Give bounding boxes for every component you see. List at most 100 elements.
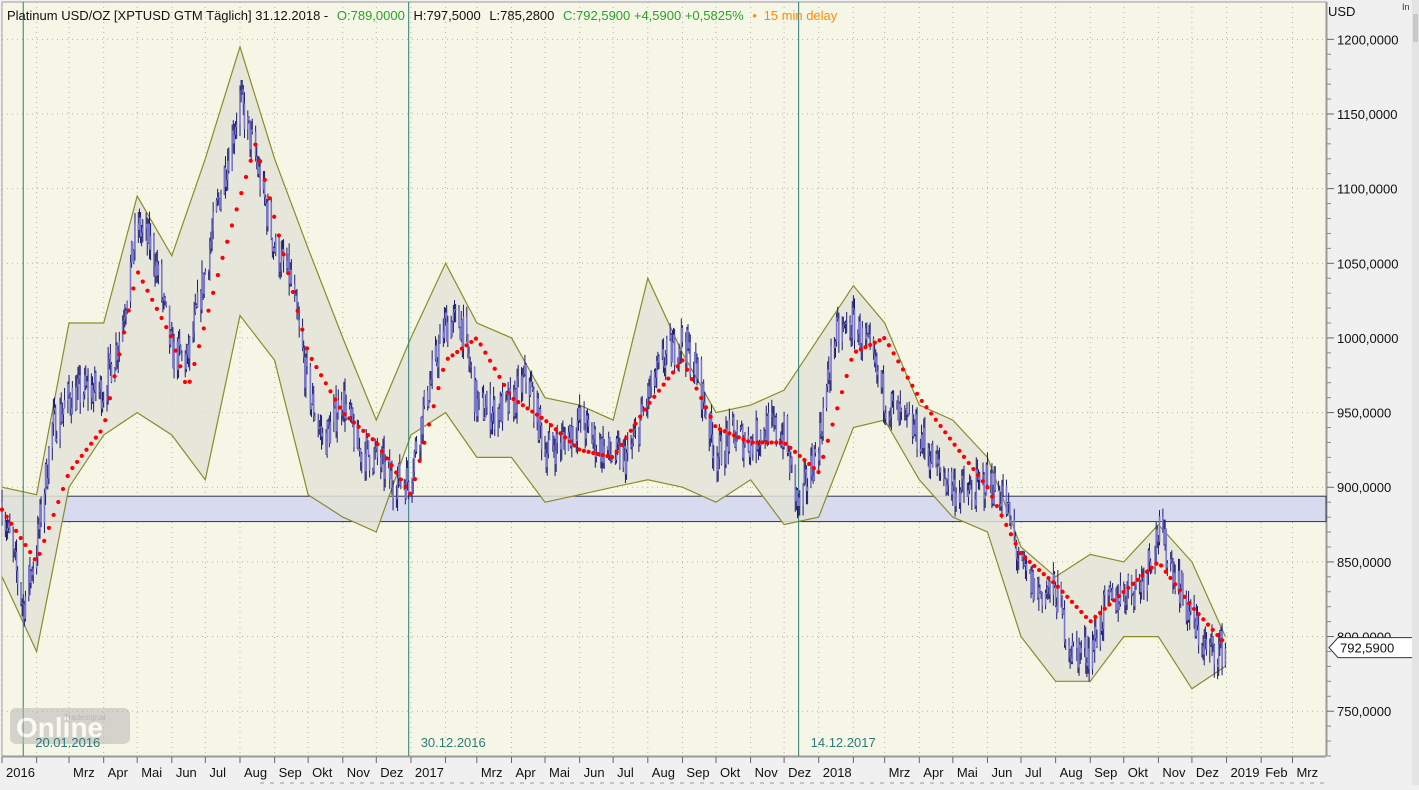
candle-body bbox=[278, 237, 280, 272]
candle-body bbox=[344, 390, 346, 419]
parabolic-sar bbox=[0, 142, 1225, 643]
candle-body bbox=[976, 469, 979, 476]
candle-body bbox=[79, 375, 82, 403]
candle-body bbox=[83, 375, 86, 395]
sar-dot bbox=[905, 375, 910, 380]
candle-body bbox=[853, 309, 856, 341]
candle-body bbox=[321, 432, 324, 437]
sar-dot bbox=[436, 385, 441, 391]
candle-body bbox=[1108, 587, 1111, 596]
candle-body bbox=[759, 430, 762, 446]
candle-body bbox=[1044, 592, 1047, 606]
sar-dot bbox=[295, 308, 300, 313]
candle-body bbox=[290, 269, 293, 284]
candle-body bbox=[559, 442, 562, 450]
candle-body bbox=[611, 457, 613, 461]
candle-body bbox=[1005, 485, 1008, 515]
candle-body bbox=[1030, 570, 1032, 593]
candle-body bbox=[888, 418, 890, 420]
candle-body bbox=[851, 307, 854, 338]
sar-dot bbox=[591, 450, 596, 456]
x-axis-labels: 2016 Mrz Apr Mai Jun Jul Aug Sep Okt Nov Dez 2017 Mr… bbox=[1, 757, 1324, 784]
candle-body bbox=[861, 327, 864, 350]
candle-body bbox=[188, 337, 191, 359]
candle-body bbox=[859, 321, 861, 350]
candle-body bbox=[217, 197, 220, 199]
candle-body bbox=[160, 264, 163, 301]
logo-brand: Tradesignal bbox=[64, 713, 106, 722]
candle-body bbox=[319, 426, 322, 428]
candle-body bbox=[586, 415, 589, 420]
candle-body bbox=[821, 434, 823, 437]
candle-body bbox=[348, 404, 351, 406]
candle-body bbox=[54, 407, 57, 441]
candle-body bbox=[1146, 571, 1149, 591]
candle-body bbox=[1096, 638, 1098, 646]
vertical-scrollbar[interactable] bbox=[1412, 0, 1419, 785]
sar-dot bbox=[1149, 565, 1154, 570]
candle-body bbox=[654, 377, 657, 387]
sar-dot bbox=[694, 386, 699, 391]
candle-body bbox=[429, 384, 431, 401]
candle-body bbox=[1029, 570, 1031, 572]
candle-body bbox=[857, 333, 859, 341]
pin-icon[interactable]: In bbox=[1402, 2, 1410, 12]
candle-body bbox=[272, 247, 275, 252]
candle-body bbox=[99, 380, 102, 390]
candle-body bbox=[679, 349, 682, 352]
sar-dot bbox=[497, 374, 502, 379]
candle-body bbox=[522, 373, 525, 375]
candle-body bbox=[267, 202, 269, 227]
scrollbar-thumb[interactable] bbox=[1413, 14, 1418, 42]
candle-body bbox=[145, 223, 147, 228]
candle-body bbox=[430, 379, 432, 385]
candle-body bbox=[404, 484, 407, 499]
sar-dot bbox=[1187, 601, 1192, 606]
candle-body bbox=[915, 414, 917, 435]
candle-body bbox=[516, 377, 518, 413]
candle-body bbox=[140, 232, 143, 237]
candle-body bbox=[1126, 588, 1128, 605]
candle-body bbox=[795, 490, 798, 501]
candle-body bbox=[1032, 571, 1035, 601]
sar-dot bbox=[276, 233, 281, 238]
x-tick-label: Nov bbox=[755, 765, 779, 780]
candle-body bbox=[422, 405, 425, 435]
sar-dot bbox=[788, 445, 793, 450]
sar-dot bbox=[351, 420, 357, 425]
sar-dot bbox=[56, 499, 61, 505]
sar-dot bbox=[365, 432, 371, 438]
sar-dot bbox=[1083, 614, 1089, 620]
sar-dot bbox=[506, 390, 511, 396]
candle-body bbox=[697, 359, 699, 379]
sar-dot bbox=[42, 538, 47, 543]
candle-body bbox=[1000, 503, 1002, 507]
last-price-value: 792,5900 bbox=[1340, 641, 1394, 656]
candle-body bbox=[493, 399, 496, 430]
candle-body bbox=[662, 349, 665, 366]
sar-dot bbox=[398, 477, 403, 482]
support-zone-rect bbox=[1, 495, 1327, 523]
candle-body bbox=[822, 407, 825, 437]
sar-dot bbox=[661, 382, 666, 387]
candle-body bbox=[645, 406, 648, 410]
candle-body bbox=[84, 375, 87, 386]
x-tick-label: 2016 bbox=[6, 765, 35, 780]
candle-body bbox=[14, 550, 17, 552]
candle-body bbox=[1193, 602, 1195, 622]
candle-body bbox=[30, 571, 32, 583]
sar-dot bbox=[243, 174, 249, 180]
candle-body bbox=[826, 369, 829, 387]
candle-body bbox=[501, 392, 504, 422]
candle-body bbox=[387, 459, 390, 462]
candle-body bbox=[997, 490, 1000, 492]
candle-body bbox=[1111, 588, 1114, 599]
sar-dot bbox=[525, 406, 530, 411]
sar-dot bbox=[1121, 589, 1126, 595]
candle-body bbox=[765, 415, 768, 440]
candle-body bbox=[719, 435, 722, 437]
candle-body bbox=[35, 557, 38, 569]
sar-dot bbox=[1210, 627, 1215, 632]
y-tick-label: 1150,0000 bbox=[1337, 107, 1398, 122]
